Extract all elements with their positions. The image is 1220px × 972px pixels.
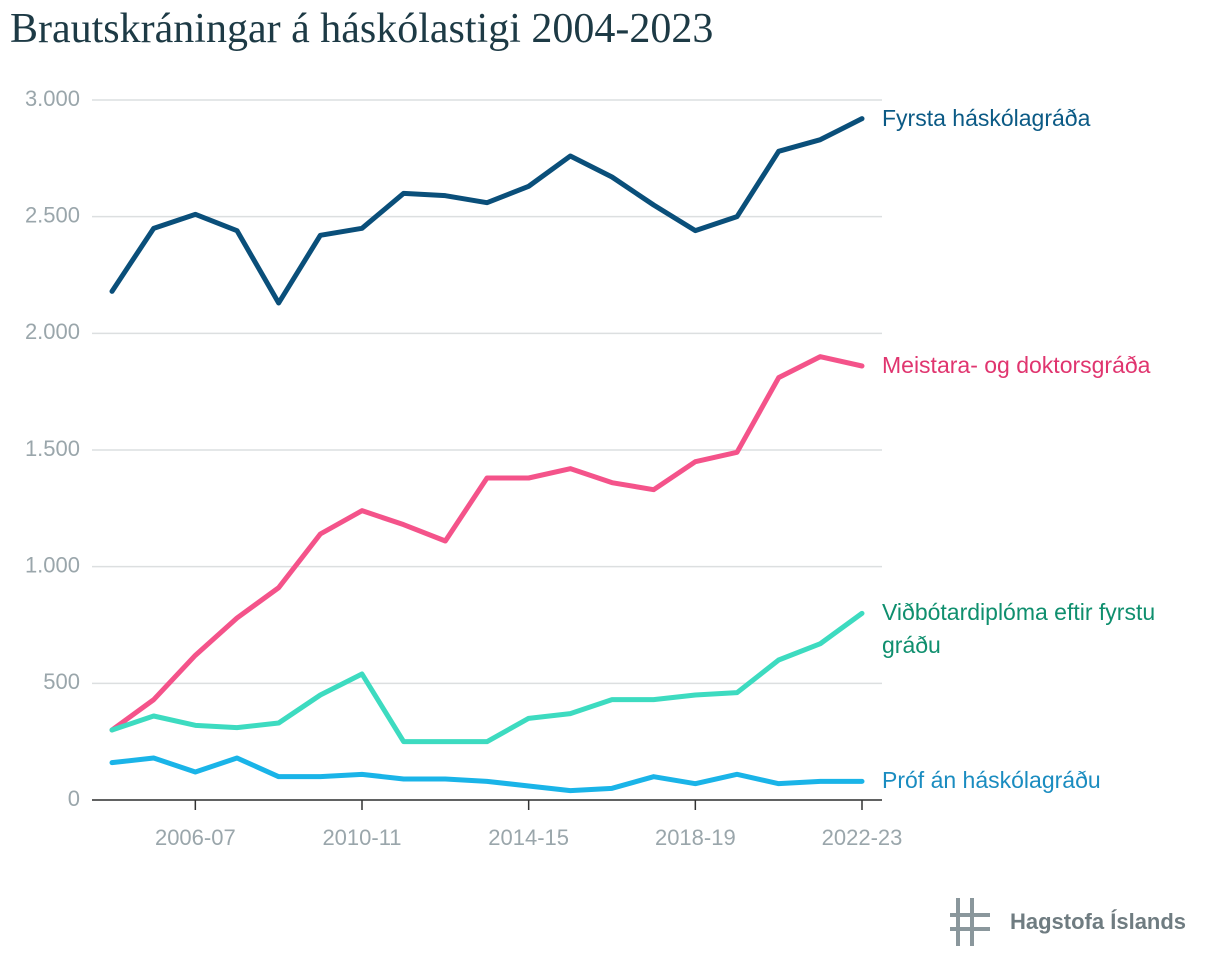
y-tick-label: 2.000 (25, 319, 80, 344)
y-tick-label: 2.500 (25, 202, 80, 227)
logo (950, 898, 990, 946)
y-tick-label: 0 (68, 786, 80, 811)
series-label: Próf án háskólagráðu (882, 767, 1101, 794)
y-tick-label: 1.000 (25, 552, 80, 577)
x-tick-label: 2014-15 (488, 825, 569, 850)
series-label: Viðbótardiplóma eftir fyrstu gráðu (882, 599, 1156, 659)
series-line (109, 116, 865, 306)
y-tick-label: 500 (43, 669, 80, 694)
chart-title: Brautskráningar á háskólastigi 2004-2023 (10, 6, 713, 52)
x-tick-label: 2022-23 (822, 825, 903, 850)
x-tick-label: 2006-07 (155, 825, 236, 850)
y-tick-label: 1.500 (25, 436, 80, 461)
x-tick-label: 2018-19 (655, 825, 736, 850)
series-label: Meistara- og doktorsgráða (882, 352, 1151, 378)
x-tick-label: 2010-11 (322, 825, 401, 850)
source-logo-text: Hagstofa Íslands (1010, 909, 1186, 934)
series-line (109, 755, 865, 794)
series-label: Fyrsta háskólagráða (882, 104, 1091, 131)
y-tick-label: 3.000 (25, 86, 80, 111)
series-line (109, 610, 865, 745)
series-line (109, 354, 865, 733)
